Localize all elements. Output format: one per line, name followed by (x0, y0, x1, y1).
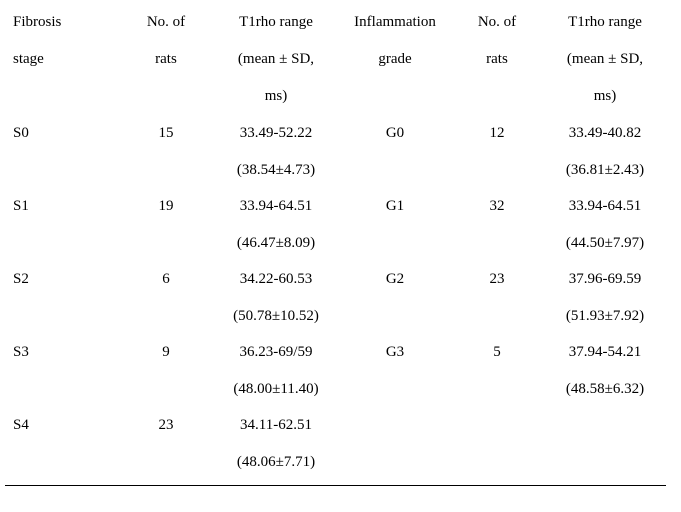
table-cell: 9 (162, 344, 170, 360)
table-cell: (48.58±6.32) (565, 381, 645, 397)
table-cell: 33.94-64.51 (568, 198, 642, 214)
table-cell: (50.78±10.52) (233, 308, 319, 324)
header-cell: T1rho range (239, 14, 313, 30)
header-cell: rats (486, 51, 508, 67)
table-cell: 34.22-60.53 (239, 271, 313, 287)
table-cell: 23 (489, 271, 505, 287)
table-cell: S0 (13, 125, 29, 141)
table-cell: 33.49-52.22 (239, 125, 313, 141)
header-cell: T1rho range (568, 14, 642, 30)
table-cell: S3 (13, 344, 29, 360)
table-cell: 12 (489, 125, 505, 141)
header-cell: stage (13, 51, 44, 67)
table-cell: (48.00±11.40) (233, 381, 319, 397)
bottom-rule (5, 485, 666, 486)
table-cell: (48.06±7.71) (236, 454, 316, 470)
table-cell: 6 (162, 271, 170, 287)
header-cell: Inflammation (354, 14, 436, 30)
table-cell: (46.47±8.09) (236, 235, 316, 251)
header-cell: grade (378, 51, 412, 67)
header-cell: ms) (264, 88, 288, 104)
header-cell: No. of (146, 14, 186, 30)
table-cell: 23 (158, 417, 174, 433)
header-cell: (mean ± SD, (237, 51, 315, 67)
table-cell: 32 (489, 198, 505, 214)
table-cell: S4 (13, 417, 29, 433)
table-cell: 34.11-62.51 (240, 417, 312, 433)
table-cell: 37.96-69.59 (568, 271, 642, 287)
table-cell: (38.54±4.73) (236, 162, 316, 178)
table-cell: S1 (13, 198, 29, 214)
table-cell: G0 (385, 125, 405, 141)
table-cell: 37.94-54.21 (568, 344, 642, 360)
table-cell: (44.50±7.97) (565, 235, 645, 251)
table-cell: S2 (13, 271, 29, 287)
table-cell: 5 (493, 344, 501, 360)
table-cell: 19 (158, 198, 174, 214)
table-cell: 36.23-69/59 (239, 344, 313, 360)
table-cell: G3 (385, 344, 405, 360)
header-cell: rats (155, 51, 177, 67)
header-cell: ms) (593, 88, 617, 104)
table-cell: G1 (385, 198, 405, 214)
table-cell: (51.93±7.92) (565, 308, 645, 324)
header-cell: (mean ± SD, (566, 51, 644, 67)
table-cell: (36.81±2.43) (565, 162, 645, 178)
header-cell: No. of (477, 14, 517, 30)
table-cell: 33.49-40.82 (568, 125, 642, 141)
table-cell: G2 (385, 271, 405, 287)
table-cell: 15 (158, 125, 174, 141)
table-cell: 33.94-64.51 (239, 198, 313, 214)
header-cell: Fibrosis (13, 14, 62, 30)
